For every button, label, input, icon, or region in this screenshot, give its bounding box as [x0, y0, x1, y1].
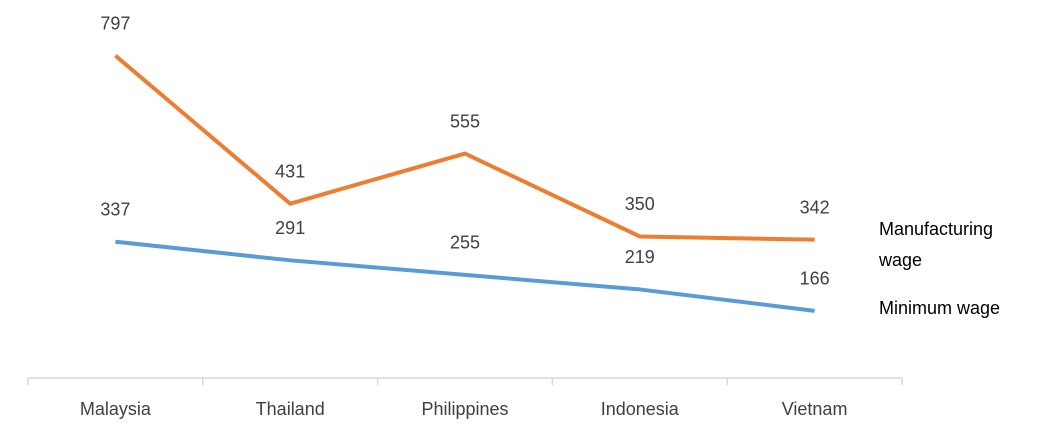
data-label: 291	[275, 218, 305, 238]
series-line	[114, 54, 815, 242]
series-line	[115, 239, 815, 313]
x-tick-label: Vietnam	[782, 399, 848, 419]
x-tick-label: Philippines	[421, 399, 508, 419]
x-tick-label: Thailand	[256, 399, 325, 419]
data-label: 342	[800, 197, 830, 217]
data-label: 555	[450, 111, 480, 131]
legend-entry: Manufacturing wage	[879, 218, 994, 270]
data-label: 431	[275, 161, 305, 181]
data-label: 255	[450, 233, 480, 253]
data-label: 350	[625, 194, 655, 214]
data-label: 219	[625, 247, 655, 267]
legend-entry: Minimum wage	[879, 297, 1001, 318]
x-tick-label: Malaysia	[80, 399, 152, 419]
data-label: 166	[800, 269, 830, 289]
data-label: 337	[100, 199, 130, 219]
data-label: 797	[100, 13, 130, 33]
x-tick-label: Indonesia	[601, 399, 680, 419]
